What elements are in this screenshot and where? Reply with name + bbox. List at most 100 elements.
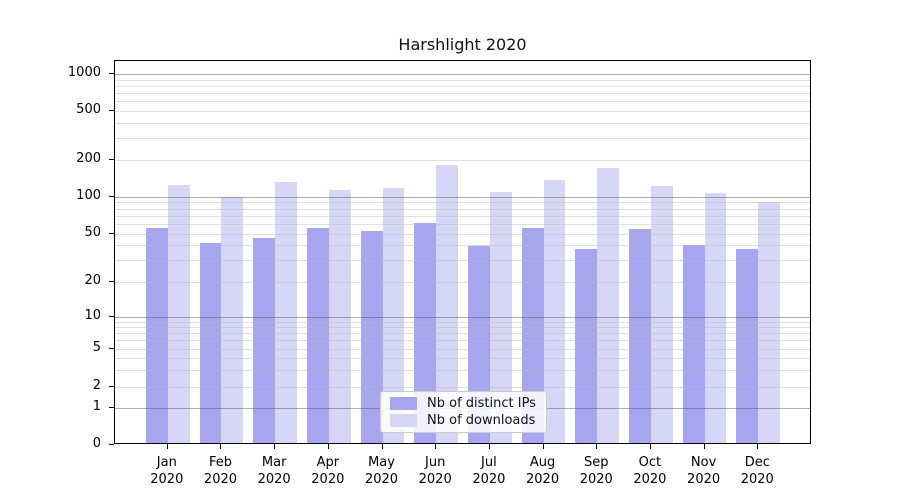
x-tick-mark xyxy=(166,444,168,449)
bar-downloads xyxy=(489,191,512,443)
x-tick-label-month: Oct xyxy=(638,455,662,470)
x-tick-label-month: Dec xyxy=(744,455,770,470)
legend: Nb of distinct IPs Nb of downloads xyxy=(380,391,547,433)
gridline-minor xyxy=(115,326,810,328)
y-tick-mark xyxy=(109,315,114,317)
x-tick-label-month: Jan xyxy=(156,455,177,470)
bar-downloads xyxy=(650,185,673,443)
x-tick-label-year: 2020 xyxy=(257,472,291,487)
x-tick-label-year: 2020 xyxy=(472,472,506,487)
gridline-minor xyxy=(115,138,810,140)
gridline-minor xyxy=(115,123,810,124)
gridline-minor xyxy=(115,208,810,210)
x-tick-label: Apr 2020 xyxy=(296,454,360,488)
y-tick-mark xyxy=(109,385,114,387)
gridline-minor xyxy=(115,111,810,112)
x-tick-mark xyxy=(327,444,329,449)
gridline-minor xyxy=(115,93,810,95)
y-tick-label: 1 xyxy=(92,398,101,414)
gridline-minor xyxy=(115,357,810,359)
bar-downloads xyxy=(167,185,190,443)
x-tick-mark xyxy=(488,444,490,449)
x-tick-label: Jul 2020 xyxy=(457,454,521,488)
x-tick-label-year: 2020 xyxy=(633,472,667,487)
y-tick-label: 200 xyxy=(76,151,101,167)
bar-distinct-ips xyxy=(360,230,383,443)
gridline-minor xyxy=(115,85,810,87)
x-tick-mark xyxy=(757,444,759,449)
x-tick-label-year: 2020 xyxy=(150,472,184,487)
y-tick-mark xyxy=(109,159,114,161)
gridline-minor xyxy=(115,215,810,217)
x-tick-label-year: 2020 xyxy=(526,472,560,487)
x-tick-label: May 2020 xyxy=(350,454,414,488)
x-tick-mark xyxy=(542,444,544,449)
x-tick-mark xyxy=(435,444,437,449)
bar-downloads xyxy=(275,181,297,443)
x-tick-label: Feb 2020 xyxy=(188,454,252,488)
bar-distinct-ips xyxy=(414,222,437,443)
y-tick-mark xyxy=(109,280,114,282)
bar-distinct-ips xyxy=(307,227,329,443)
x-tick-mark xyxy=(596,444,598,449)
y-tick-label: 50 xyxy=(84,224,101,240)
bar-distinct-ips xyxy=(682,244,705,443)
chart-title: Harshlight 2020 xyxy=(398,35,527,54)
gridline-minor xyxy=(115,101,810,103)
y-tick-mark xyxy=(109,347,114,349)
gridline-minor xyxy=(115,321,810,323)
x-tick-mark xyxy=(220,444,222,449)
bar-distinct-ips xyxy=(736,248,759,443)
gridline-minor xyxy=(115,386,810,388)
x-tick-label: Dec 2020 xyxy=(725,454,789,488)
x-tick-label-month: Aug xyxy=(529,455,556,470)
gridline-minor xyxy=(115,202,810,204)
x-tick-mark xyxy=(381,444,383,449)
x-tick-label-month: Mar xyxy=(261,455,287,470)
legend-swatch-distinct-ips xyxy=(390,397,417,410)
legend-row: Nb of distinct IPs xyxy=(389,396,538,411)
gridline-minor xyxy=(115,281,810,283)
bar-distinct-ips xyxy=(629,228,651,443)
gridline-minor xyxy=(115,223,810,225)
y-tick-label: 0 xyxy=(92,435,101,451)
bar-downloads xyxy=(436,165,458,443)
x-tick-label-month: Nov xyxy=(690,455,717,470)
x-tick-label-month: Jul xyxy=(481,455,497,470)
bar-distinct-ips xyxy=(199,243,222,443)
bar-downloads xyxy=(543,180,566,443)
gridline-minor xyxy=(115,233,810,235)
y-tick-label: 500 xyxy=(76,102,101,117)
bar-distinct-ips xyxy=(521,227,544,443)
x-tick-label-year: 2020 xyxy=(364,472,399,487)
x-tick-mark xyxy=(274,444,276,449)
gridline-minor xyxy=(115,79,810,81)
y-tick-mark xyxy=(109,195,114,197)
bar-downloads xyxy=(758,202,781,443)
gridline-major xyxy=(115,196,810,198)
x-tick-label: Nov 2020 xyxy=(672,454,736,488)
gridline-minor xyxy=(115,340,810,342)
legend-label-downloads: Nb of downloads xyxy=(427,413,536,428)
x-tick-label-year: 2020 xyxy=(579,472,613,487)
x-tick-label-month: May xyxy=(368,455,395,470)
bar-distinct-ips xyxy=(146,227,168,443)
y-tick-mark xyxy=(109,443,114,445)
x-tick-label-year: 2020 xyxy=(687,472,721,487)
gridline-minor xyxy=(115,369,810,371)
x-tick-label-month: Sep xyxy=(583,455,609,470)
y-tick-label: 10 xyxy=(84,307,101,323)
gridline-minor xyxy=(115,260,810,262)
x-tick-label: Oct 2020 xyxy=(618,454,682,488)
bar-downloads xyxy=(597,167,620,443)
legend-row: Nb of downloads xyxy=(389,413,538,428)
y-tick-mark xyxy=(109,110,114,111)
y-tick-label: 20 xyxy=(84,272,101,288)
legend-swatch-downloads xyxy=(390,414,417,427)
gridline-major xyxy=(115,74,810,75)
y-tick-label: 1000 xyxy=(67,65,101,80)
x-tick-label-month: Apr xyxy=(316,455,340,470)
legend-label-distinct-ips: Nb of distinct IPs xyxy=(427,396,536,411)
gridline-minor xyxy=(115,333,810,335)
